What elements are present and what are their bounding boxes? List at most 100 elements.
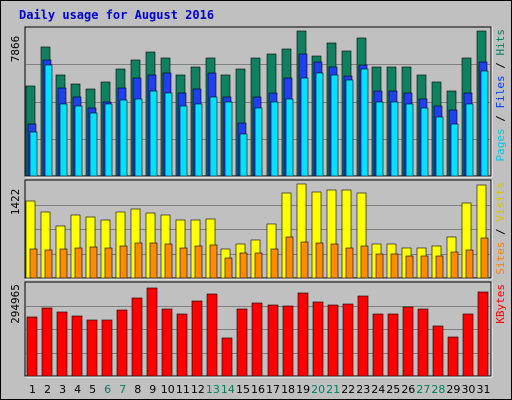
bar-shade xyxy=(412,257,413,278)
bar-shade xyxy=(277,103,278,176)
x-tick-day-27: 27 xyxy=(416,383,430,396)
legend-entry: / xyxy=(494,109,507,129)
x-tick-day-3: 3 xyxy=(59,383,66,396)
legend-entry: Pages xyxy=(494,128,507,161)
bar-sites-day-25 xyxy=(390,253,399,279)
x-tick-day-7: 7 xyxy=(119,383,126,396)
bar-shade xyxy=(397,255,398,278)
bar-shade xyxy=(34,202,35,278)
bar-sites-day-26 xyxy=(405,255,414,279)
bar-kbytes-day-28 xyxy=(432,325,444,377)
bar-shade xyxy=(412,308,413,376)
bar-kbytes-day-23 xyxy=(357,295,369,377)
bar-sites-day-5 xyxy=(89,246,98,279)
bar-shade xyxy=(156,244,157,278)
bar-pages-day-12 xyxy=(194,103,203,177)
bar-kbytes-day-3 xyxy=(56,311,68,377)
legend-entry: / xyxy=(494,56,507,76)
bar-shade xyxy=(126,101,127,176)
bar-shade xyxy=(382,103,383,176)
bar-sites-day-3 xyxy=(59,248,68,279)
bar-shade xyxy=(277,306,278,376)
bar-shade xyxy=(367,297,368,376)
bar-sites-day-15 xyxy=(239,252,248,279)
bar-pages-day-14 xyxy=(224,101,233,177)
bar-pages-day-7 xyxy=(119,99,128,177)
bar-kbytes-day-17 xyxy=(267,304,279,377)
legend-entry: / xyxy=(494,222,507,242)
bar-shade xyxy=(352,305,353,376)
bar-shade xyxy=(231,259,232,278)
bar-pages-day-31 xyxy=(480,70,489,177)
bar-shade xyxy=(457,338,458,376)
bar-sites-day-11 xyxy=(179,247,188,279)
bar-shade xyxy=(81,107,82,176)
series-legend: Sites / Visits xyxy=(494,182,507,275)
bar-shade xyxy=(216,98,217,176)
bar-sites-day-31 xyxy=(480,237,489,279)
bar-pages-day-2 xyxy=(44,64,53,177)
bar-shade xyxy=(141,244,142,278)
x-tick-day-15: 15 xyxy=(236,383,250,396)
bar-shade xyxy=(96,321,97,376)
bar-shade xyxy=(472,251,473,278)
bar-pages-day-5 xyxy=(89,112,98,177)
bar-sites-day-21 xyxy=(330,243,339,279)
bar-pages-day-19 xyxy=(300,77,309,177)
bar-pages-day-17 xyxy=(270,101,279,177)
bar-pages-day-6 xyxy=(104,103,113,177)
bar-pages-day-30 xyxy=(465,103,474,177)
bar-shade xyxy=(246,254,247,278)
bar-shade xyxy=(201,302,202,376)
bar-pages-day-25 xyxy=(390,101,399,177)
bar-shade xyxy=(261,109,262,176)
bar-kbytes-day-30 xyxy=(462,313,474,377)
bar-shade xyxy=(457,253,458,278)
bar-kbytes-day-26 xyxy=(402,306,414,377)
bar-shade xyxy=(96,248,97,278)
bar-shade xyxy=(246,310,247,376)
x-tick-day-13: 13 xyxy=(206,383,220,396)
bar-kbytes-day-21 xyxy=(327,304,339,377)
bar-kbytes-day-10 xyxy=(161,308,173,377)
x-tick-day-31: 31 xyxy=(476,383,490,396)
bar-kbytes-day-1 xyxy=(26,316,38,377)
bar-shade xyxy=(305,185,306,278)
bar-pages-day-10 xyxy=(164,92,173,177)
bar-shade xyxy=(322,74,323,176)
x-tick-day-9: 9 xyxy=(149,383,156,396)
x-tick-day-8: 8 xyxy=(134,383,141,396)
bar-sites-day-29 xyxy=(450,251,459,279)
bar-shade xyxy=(216,295,217,376)
bar-shade xyxy=(337,306,338,376)
bar-shade xyxy=(186,315,187,376)
bar-kbytes-day-9 xyxy=(146,287,158,377)
bar-sites-day-17 xyxy=(270,248,279,279)
bar-sites-day-12 xyxy=(194,245,203,279)
bar-shade xyxy=(412,105,413,176)
bar-shade xyxy=(126,247,127,278)
x-tick-day-30: 30 xyxy=(461,383,475,396)
x-tick-day-28: 28 xyxy=(431,383,445,396)
bar-shade xyxy=(307,294,308,376)
bar-shade xyxy=(141,100,142,176)
bar-pages-day-9 xyxy=(149,90,158,177)
y-max-label: 294965 xyxy=(9,284,22,324)
bar-shade xyxy=(382,315,383,376)
bar-shade xyxy=(292,238,293,278)
bar-sites-day-24 xyxy=(375,253,384,279)
bar-shade xyxy=(350,191,351,278)
bar-kbytes-day-19 xyxy=(297,292,309,377)
bar-shade xyxy=(307,243,308,278)
bar-shade xyxy=(320,193,321,278)
x-tick-day-6: 6 xyxy=(104,383,111,396)
bar-shade xyxy=(382,255,383,278)
panel-hits-files-pages: 7866 Pages / Files / Hits xyxy=(9,26,507,178)
bar-shade xyxy=(66,313,67,376)
bar-shade xyxy=(427,310,428,376)
x-tick-day-29: 29 xyxy=(446,383,460,396)
x-tick-day-19: 19 xyxy=(296,383,310,396)
bar-shade xyxy=(51,251,52,278)
bar-shade xyxy=(201,105,202,176)
bar-shade xyxy=(427,257,428,278)
